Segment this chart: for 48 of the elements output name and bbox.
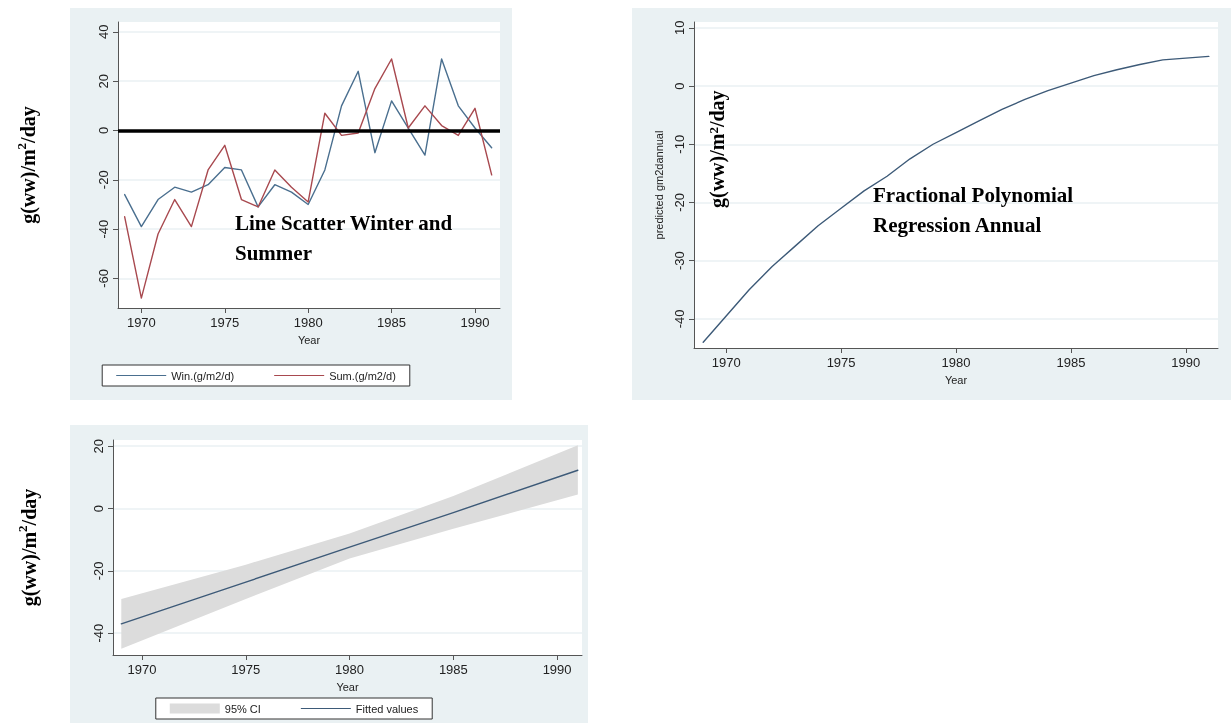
- x-tick-label: 1970: [711, 355, 741, 370]
- y-tick-label: -40: [672, 309, 687, 329]
- x-axis-title: Year: [944, 373, 968, 386]
- y-tick-label: -60: [96, 269, 111, 288]
- x-tick-label: 1975: [826, 355, 856, 370]
- x-tick-label: 1990: [460, 315, 490, 330]
- y-tick-label: -20: [91, 561, 106, 581]
- y-tick-label: 40: [96, 24, 111, 40]
- line-series: [702, 55, 1210, 343]
- y-tick-label: -40: [91, 623, 106, 643]
- line-series: [123, 58, 493, 299]
- text: 95% CI: [224, 702, 261, 715]
- x-tick-label: 1990: [542, 662, 572, 677]
- x-axis-title: Year: [297, 333, 321, 346]
- x-tick-label: 1990: [1171, 355, 1201, 370]
- y-axis-title: predicted gm2dannual: [652, 130, 665, 240]
- y-tick-label: 20: [91, 439, 106, 454]
- legend-label: Win.(g/m2/d): [171, 369, 235, 382]
- x-tick-label: 1985: [377, 315, 407, 330]
- annotation: g(ww)/m2/day: [706, 90, 729, 208]
- x-tick-label: 1975: [231, 662, 261, 677]
- y-axis-title: g(ww)/m2/day: [15, 488, 41, 607]
- legend-label: Fitted values: [355, 702, 419, 715]
- y-tick-label: 10: [672, 20, 687, 36]
- x-tick-label: 1985: [1056, 355, 1086, 370]
- x-tick-label: 1985: [438, 662, 468, 677]
- annotation: Line Scatter Winter and Summer: [235, 211, 458, 265]
- x-tick-label: 1975: [210, 315, 240, 330]
- y-axis-title: g(ww)/m2/day: [14, 106, 40, 224]
- y-tick-label: 20: [96, 73, 111, 89]
- y-tick-label: 0: [91, 504, 106, 513]
- y-tick-label: -10: [672, 134, 687, 154]
- x-tick-label: 1980: [941, 355, 971, 370]
- y-tick-label: -20: [96, 170, 111, 190]
- y-tick-label: 0: [672, 82, 687, 90]
- x-axis-title: Year: [336, 680, 359, 693]
- x-tick-label: 1980: [293, 315, 323, 330]
- y-tick-label: -20: [672, 193, 687, 212]
- line-series: [120, 469, 579, 625]
- line-series: [123, 58, 493, 228]
- legend-label: Sum.(g/m2/d): [329, 369, 396, 382]
- x-tick-label: 1980: [335, 662, 365, 677]
- x-tick-label: 1970: [127, 662, 157, 677]
- annotation: Fractional Polynomial Regression Annual: [873, 183, 1079, 237]
- y-tick-label: 0: [96, 126, 111, 135]
- y-tick-label: -30: [672, 251, 687, 271]
- y-tick-label: -40: [96, 219, 111, 239]
- x-tick-label: 1970: [126, 315, 156, 330]
